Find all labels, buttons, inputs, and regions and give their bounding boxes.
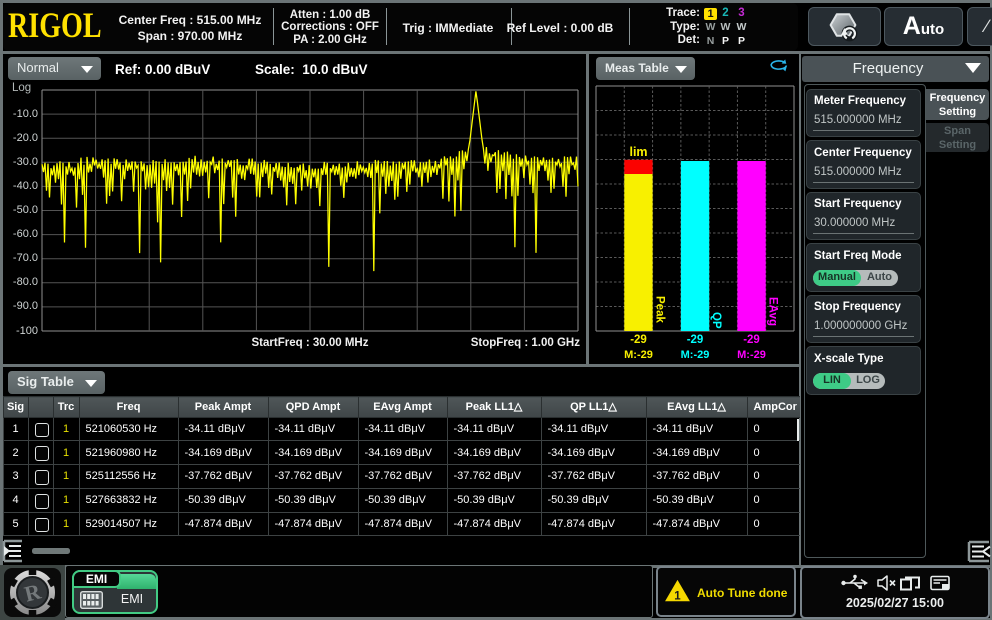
svg-text:R: R <box>22 578 45 606</box>
svg-text:1: 1 <box>674 590 681 602</box>
